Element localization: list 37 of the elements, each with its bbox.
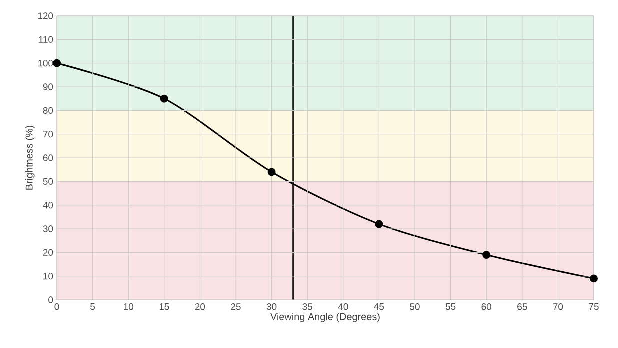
y-axis-title: Brightness (%) bbox=[26, 126, 35, 190]
y-tick-label: 70 bbox=[43, 130, 54, 138]
point bbox=[482, 251, 491, 260]
point bbox=[160, 94, 168, 103]
y-tick-label: 20 bbox=[43, 249, 54, 256]
y-tick-label: 0 bbox=[48, 296, 54, 304]
x-tick-label: 75 bbox=[589, 304, 599, 310]
x-tick-label: 70 bbox=[553, 304, 564, 310]
x-tick-label: 20 bbox=[195, 304, 206, 310]
y-tick-label: 120 bbox=[38, 12, 54, 20]
x-tick-label: 40 bbox=[338, 304, 348, 310]
x-tick-label: 0 bbox=[54, 304, 60, 310]
y-tick-label: 30 bbox=[43, 226, 54, 232]
x-tick-label: 50 bbox=[410, 304, 420, 310]
point bbox=[590, 274, 598, 283]
x-tick-label: 10 bbox=[124, 304, 134, 310]
y-tick-label: 50 bbox=[43, 178, 54, 186]
x-tick-label: 15 bbox=[160, 304, 170, 310]
x-tick-label: 45 bbox=[374, 304, 384, 310]
x-tick-label: 60 bbox=[482, 304, 492, 310]
y-tick-label: 40 bbox=[43, 202, 54, 209]
y-tick-label: 110 bbox=[39, 36, 54, 44]
x-axis-title: Viewing Angle (Degrees) bbox=[270, 313, 380, 322]
point bbox=[375, 220, 384, 228]
y-tick-label: 100 bbox=[38, 60, 54, 67]
y-tick-label: 10 bbox=[44, 272, 54, 280]
point bbox=[268, 168, 276, 176]
x-tick-label: 35 bbox=[302, 304, 312, 310]
x-tick-label: 55 bbox=[446, 304, 456, 310]
x-tick-label: 30 bbox=[266, 304, 277, 310]
y-tick-label: 60 bbox=[43, 154, 54, 162]
x-tick-label: 5 bbox=[90, 304, 96, 310]
y-tick-label: 90 bbox=[43, 84, 54, 90]
point bbox=[53, 59, 61, 68]
y-tick-label: 80 bbox=[43, 107, 54, 114]
x-tick-label: 25 bbox=[231, 304, 241, 310]
x-tick-label: 65 bbox=[518, 304, 528, 310]
